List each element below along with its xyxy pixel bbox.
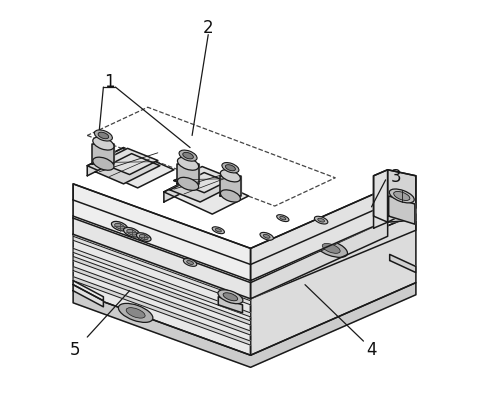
Ellipse shape [182,153,193,160]
Ellipse shape [111,222,127,231]
Text: 2: 2 [202,19,213,36]
Polygon shape [250,188,387,281]
Polygon shape [73,200,250,299]
Polygon shape [92,144,114,164]
Ellipse shape [259,233,273,241]
Ellipse shape [222,163,239,173]
Ellipse shape [186,261,193,265]
Ellipse shape [317,219,324,222]
Ellipse shape [177,178,198,191]
Ellipse shape [215,229,221,232]
Ellipse shape [136,233,151,242]
Ellipse shape [276,215,288,222]
Ellipse shape [94,130,112,142]
Polygon shape [73,215,415,299]
Ellipse shape [279,217,285,220]
Polygon shape [87,148,174,188]
Ellipse shape [263,235,270,239]
Ellipse shape [314,240,347,258]
Polygon shape [95,154,160,184]
Polygon shape [373,171,415,223]
Polygon shape [73,285,103,307]
Polygon shape [87,148,123,176]
Text: 3: 3 [390,167,400,185]
Ellipse shape [314,217,327,224]
Polygon shape [250,215,415,355]
Polygon shape [73,267,250,335]
Polygon shape [73,184,387,265]
Ellipse shape [123,228,139,237]
Ellipse shape [217,290,242,304]
Ellipse shape [223,293,237,301]
Ellipse shape [220,170,240,182]
Ellipse shape [114,224,124,230]
Polygon shape [73,283,415,367]
Polygon shape [73,237,250,305]
Polygon shape [177,164,199,184]
Ellipse shape [126,230,136,236]
Polygon shape [73,277,250,345]
Ellipse shape [126,308,145,318]
Ellipse shape [389,190,413,203]
Polygon shape [388,196,414,225]
Polygon shape [73,257,250,325]
Ellipse shape [212,227,224,234]
Polygon shape [73,249,250,317]
Polygon shape [73,281,103,301]
Polygon shape [218,297,242,313]
Polygon shape [250,205,387,299]
Ellipse shape [393,192,409,201]
Polygon shape [373,171,387,229]
Ellipse shape [92,158,114,171]
Polygon shape [73,219,250,355]
Ellipse shape [179,151,197,162]
Ellipse shape [177,158,198,171]
Ellipse shape [220,190,240,202]
Polygon shape [73,228,250,295]
Polygon shape [169,173,234,202]
Polygon shape [164,174,248,215]
Polygon shape [387,171,415,223]
Polygon shape [99,149,157,175]
Ellipse shape [118,304,152,323]
Ellipse shape [98,133,108,139]
Polygon shape [73,200,387,283]
Polygon shape [219,176,241,196]
Ellipse shape [139,235,148,240]
Polygon shape [73,184,250,281]
Ellipse shape [92,138,114,151]
Text: 4: 4 [365,340,376,358]
Text: 1: 1 [104,73,115,91]
Polygon shape [174,167,232,193]
Text: 5: 5 [70,340,80,358]
Ellipse shape [225,165,235,171]
Polygon shape [164,174,200,202]
Ellipse shape [183,259,197,267]
Polygon shape [389,255,415,273]
Ellipse shape [321,244,339,254]
